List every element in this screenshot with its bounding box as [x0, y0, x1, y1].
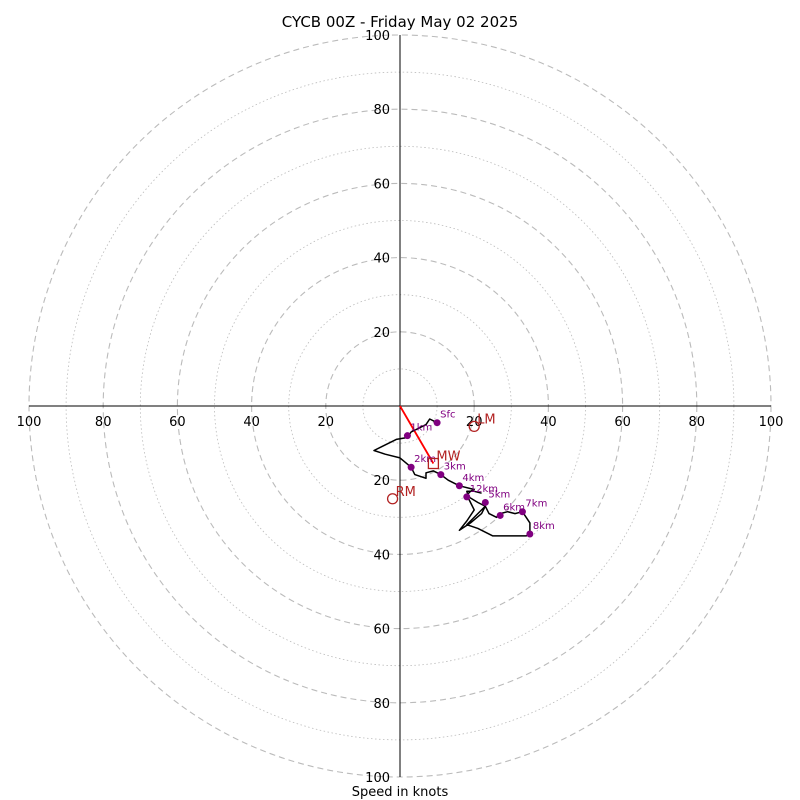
hodograph-trace-layer [373, 405, 531, 537]
height-point-5km [481, 498, 489, 506]
height-point-7km [518, 508, 526, 516]
x-tick-label-right-60: 60 [614, 415, 631, 430]
storm-motion-marker-rm [386, 493, 399, 505]
axes: 20 20 20 20 40 40 40 40 60 60 60 60 80 80 80 80 100 100 10… [17, 29, 784, 786]
height-point-3km [437, 471, 445, 479]
x-tick-label-right-20: 20 [466, 415, 483, 430]
height-point-1km [403, 432, 411, 440]
x-axis-label: Speed in knots [352, 785, 449, 800]
y-tick-label-top-100: 100 [365, 29, 390, 44]
height-label-4km: 4km [462, 473, 484, 484]
storm-motion-label-rm: RM [396, 485, 416, 500]
storm-motion-label-lm: LM [477, 412, 495, 427]
shear-vector-line [399, 405, 435, 464]
storm-motion-marker-mw [427, 457, 440, 470]
storm-motion-marker-lm [468, 420, 480, 433]
height-point-8km [526, 530, 534, 538]
x-tick-label-right-100: 100 [759, 415, 784, 430]
height-label-1km: 1km [410, 423, 432, 434]
height-point-2km [407, 463, 415, 471]
y-tick-label-bottom-80: 80 [373, 697, 390, 712]
x-tick-label-right-80: 80 [689, 415, 706, 430]
height-point-4km [455, 482, 463, 490]
height-label-6km: 6km [503, 502, 525, 513]
height-label-3km: 3km [444, 462, 466, 473]
height-point-sfc [433, 419, 441, 427]
storm-motion-label-mw: MW [436, 450, 460, 465]
x-tick-label-left-60: 60 [169, 415, 186, 430]
x-tick-label-left-20: 20 [318, 415, 335, 430]
height-label-5km: 5km [488, 489, 510, 500]
y-tick-label-bottom-60: 60 [373, 623, 390, 638]
height-label-sfc: Sfc [440, 410, 455, 421]
x-tick-label-right-40: 40 [540, 415, 557, 430]
height-label-12km: 12km [470, 484, 498, 495]
x-tick-label-left-80: 80 [95, 415, 112, 430]
hodograph-trace [373, 418, 531, 537]
y-tick-label-top-40: 40 [373, 252, 390, 267]
chart-title: CYCB 00Z - Friday May 02 2025 [282, 13, 518, 31]
x-tick-label-left-100: 100 [17, 415, 42, 430]
y-tick-label-bottom-20: 20 [373, 474, 390, 489]
height-point-6km [496, 511, 504, 519]
y-tick-label-bottom-40: 40 [373, 548, 390, 563]
x-tick-label-left-40: 40 [243, 415, 260, 430]
y-tick-label-top-20: 20 [373, 326, 390, 341]
y-tick-label-bottom-100: 100 [365, 771, 390, 786]
height-label-7km: 7km [525, 499, 547, 510]
height-label-2km: 2km [414, 454, 436, 465]
height-point-12km [463, 493, 471, 501]
height-label-8km: 8km [533, 521, 555, 532]
y-tick-label-top-60: 60 [373, 177, 390, 192]
y-tick-label-top-80: 80 [373, 103, 390, 118]
